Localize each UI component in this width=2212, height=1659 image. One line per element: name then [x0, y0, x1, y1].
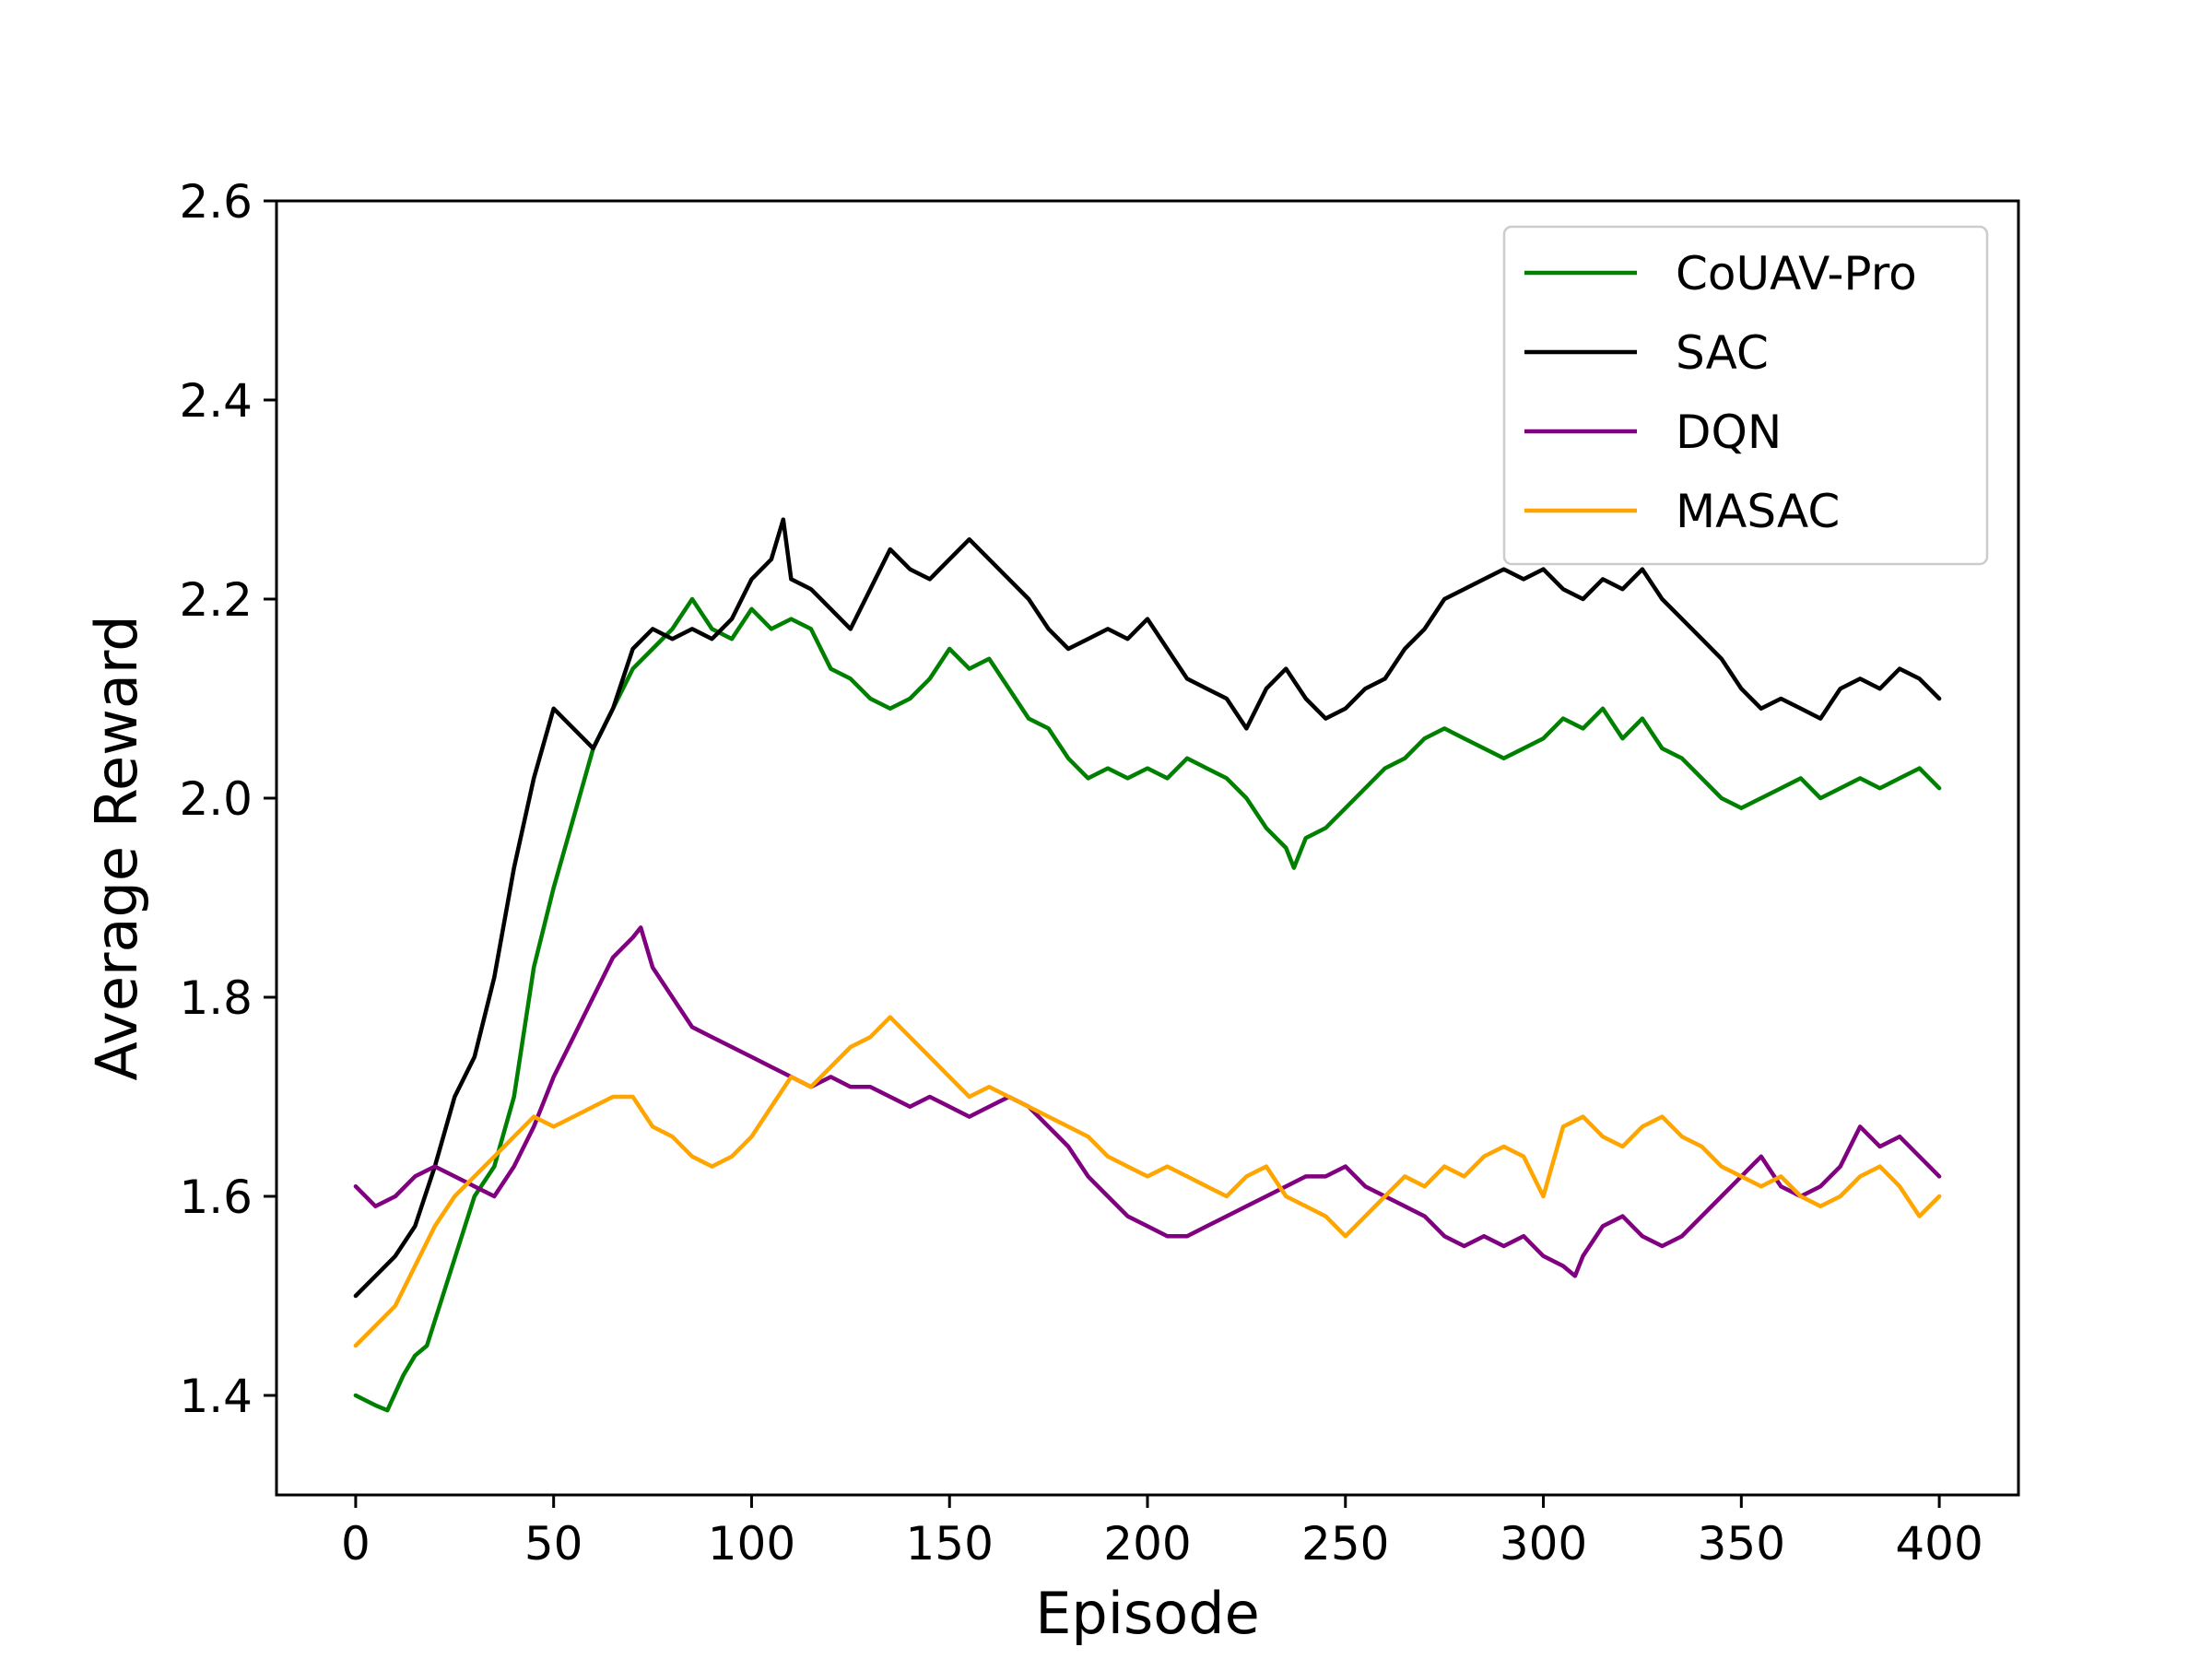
x-tick-label: 200: [1103, 1517, 1191, 1571]
y-axis-title: Average Reward: [83, 615, 150, 1080]
series-line-masac: [353, 1015, 1942, 1348]
y-tick-label: 2.4: [179, 374, 253, 428]
legend-items: CoUAV-Pro SAC DQN MASAC: [1524, 247, 1917, 538]
series-line-sac: [353, 517, 1942, 1299]
series-line-dqn: [353, 925, 1942, 1278]
x-tick-label: 150: [906, 1517, 994, 1571]
legend-label-sac: SAC: [1676, 326, 1769, 380]
y-tick-label: 2.6: [179, 175, 253, 229]
x-tick-label: 300: [1500, 1517, 1587, 1571]
x-tick-label: 0: [341, 1517, 371, 1571]
x-tick-label: 100: [708, 1517, 795, 1571]
x-axis-title: Episode: [1035, 1580, 1260, 1647]
y-tick-label: 2.0: [179, 772, 253, 826]
x-axis: 0 50 100 150 200 250 300 350 400: [341, 1495, 1983, 1571]
y-axis: 1.4 1.6 1.8 2.0 2.2 2.4 2.6: [179, 175, 276, 1423]
legend-label-dqn: DQN: [1676, 406, 1782, 459]
x-tick-label: 50: [524, 1517, 583, 1571]
series-line-couav-pro: [353, 596, 1942, 1413]
y-tick-label: 1.6: [179, 1171, 253, 1224]
x-tick-label: 250: [1301, 1517, 1389, 1571]
x-tick-label: 400: [1895, 1517, 1983, 1571]
series-layer: [353, 517, 1942, 1413]
legend-label-masac: MASAC: [1676, 485, 1840, 538]
legend-box: [1502, 225, 1989, 566]
y-tick-label: 1.8: [179, 971, 253, 1025]
legend-label-couav-pro: CoUAV-Pro: [1676, 247, 1917, 300]
legend: CoUAV-Pro SAC DQN MASAC: [1502, 225, 1989, 566]
x-tick-label: 350: [1698, 1517, 1785, 1571]
y-tick-label: 2.2: [179, 573, 253, 627]
y-tick-label: 1.4: [179, 1370, 253, 1423]
